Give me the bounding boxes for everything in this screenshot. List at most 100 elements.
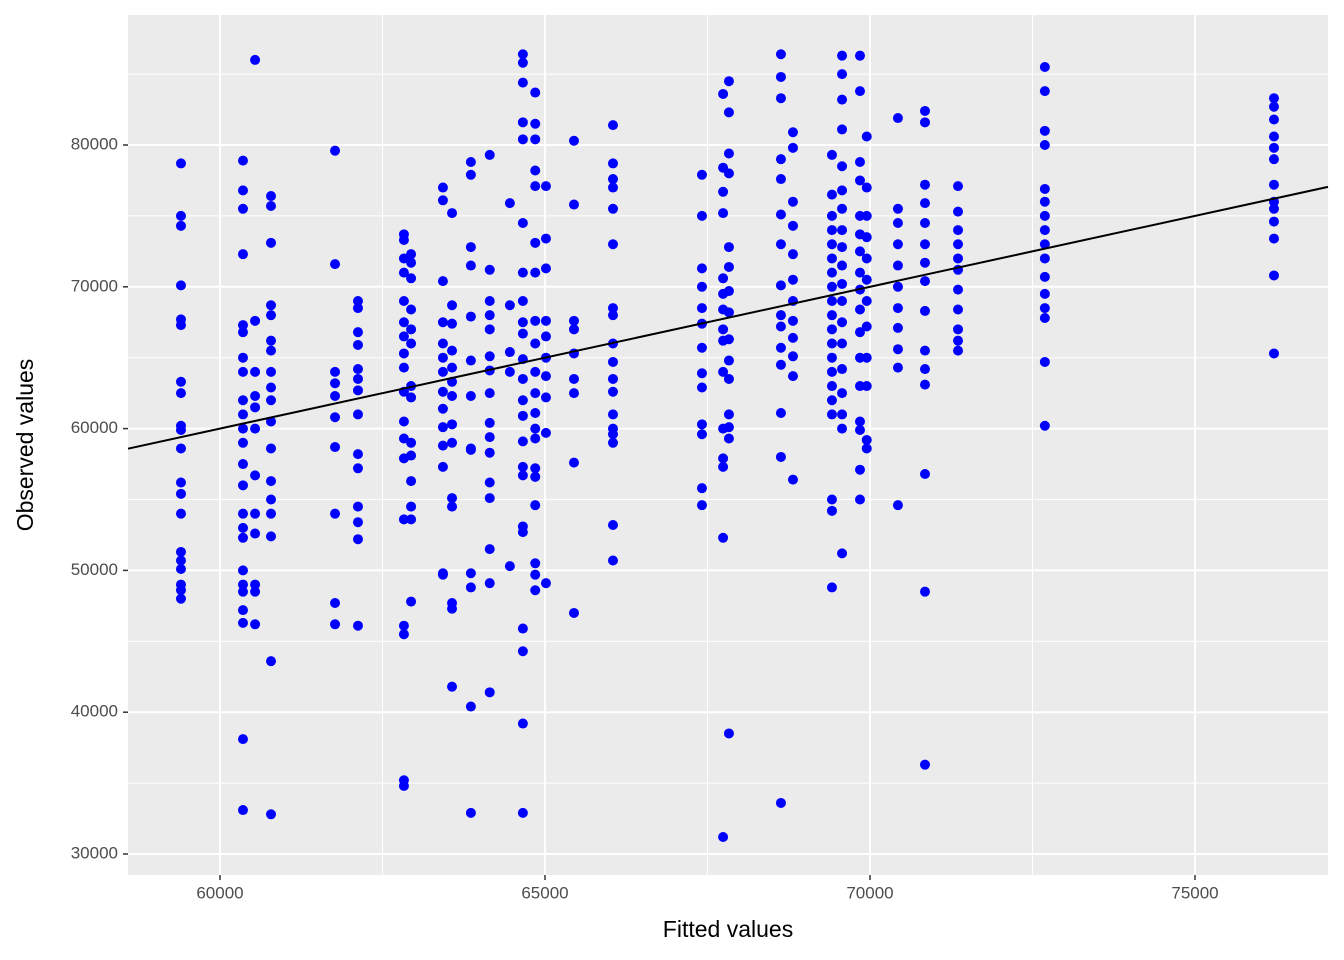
point [530, 237, 541, 248]
point [1039, 253, 1050, 264]
point [837, 260, 848, 271]
point [696, 382, 707, 393]
point [919, 305, 930, 316]
point [837, 161, 848, 172]
point [330, 378, 341, 389]
point [696, 500, 707, 511]
point [837, 548, 848, 559]
point [447, 501, 458, 512]
point [237, 734, 248, 745]
point [837, 388, 848, 399]
point [530, 433, 541, 444]
point [530, 181, 541, 192]
point [175, 425, 186, 436]
point [775, 451, 786, 462]
point [787, 274, 798, 285]
point [250, 508, 261, 519]
point [861, 381, 872, 392]
point [398, 295, 409, 306]
point [237, 508, 248, 519]
point [530, 558, 541, 569]
point [517, 436, 528, 447]
point [352, 449, 363, 460]
point [237, 579, 248, 590]
x-tick-label: 65000 [521, 883, 568, 902]
point [1039, 239, 1050, 250]
point [723, 409, 734, 420]
point [1268, 216, 1279, 227]
point [826, 352, 837, 363]
point [465, 157, 476, 168]
point [465, 390, 476, 401]
point [406, 501, 417, 512]
point [607, 203, 618, 214]
point [775, 321, 786, 332]
point [330, 619, 341, 630]
point [919, 379, 930, 390]
point [484, 388, 495, 399]
point [1039, 288, 1050, 299]
point [540, 578, 551, 589]
point [465, 242, 476, 253]
point [826, 189, 837, 200]
point [250, 366, 261, 377]
point [723, 261, 734, 272]
point [607, 409, 618, 420]
y-axis-title: Observed values [12, 359, 38, 532]
point [718, 273, 729, 284]
point [1039, 303, 1050, 314]
point [607, 239, 618, 250]
point [718, 324, 729, 335]
point [237, 395, 248, 406]
point [266, 395, 277, 406]
point [437, 276, 448, 287]
point [237, 409, 248, 420]
point [718, 366, 729, 377]
point [237, 532, 248, 543]
point [787, 142, 798, 153]
point [854, 425, 865, 436]
point [723, 168, 734, 179]
point [352, 409, 363, 420]
point [530, 585, 541, 596]
point [723, 334, 734, 345]
y-tick-label: 50000 [71, 560, 118, 579]
point [953, 253, 964, 264]
point [406, 249, 417, 260]
point [266, 310, 277, 321]
point [854, 464, 865, 475]
point [607, 429, 618, 440]
point [530, 423, 541, 434]
point [406, 338, 417, 349]
point [237, 155, 248, 166]
point [723, 286, 734, 297]
point [237, 203, 248, 214]
point [437, 440, 448, 451]
point [775, 310, 786, 321]
point [398, 416, 409, 427]
point [465, 169, 476, 180]
point [398, 362, 409, 373]
point [517, 267, 528, 278]
point [237, 423, 248, 434]
point [607, 182, 618, 193]
point [723, 242, 734, 253]
point [854, 267, 865, 278]
point [607, 120, 618, 131]
point [826, 366, 837, 377]
point [1268, 114, 1279, 125]
point [517, 77, 528, 88]
y-tick-label: 70000 [71, 276, 118, 295]
point [484, 351, 495, 362]
point [775, 93, 786, 104]
point [854, 304, 865, 315]
point [892, 303, 903, 314]
point [330, 442, 341, 453]
point [540, 392, 551, 403]
point [484, 447, 495, 458]
point [837, 423, 848, 434]
point [775, 359, 786, 370]
point [775, 209, 786, 220]
point [517, 295, 528, 306]
